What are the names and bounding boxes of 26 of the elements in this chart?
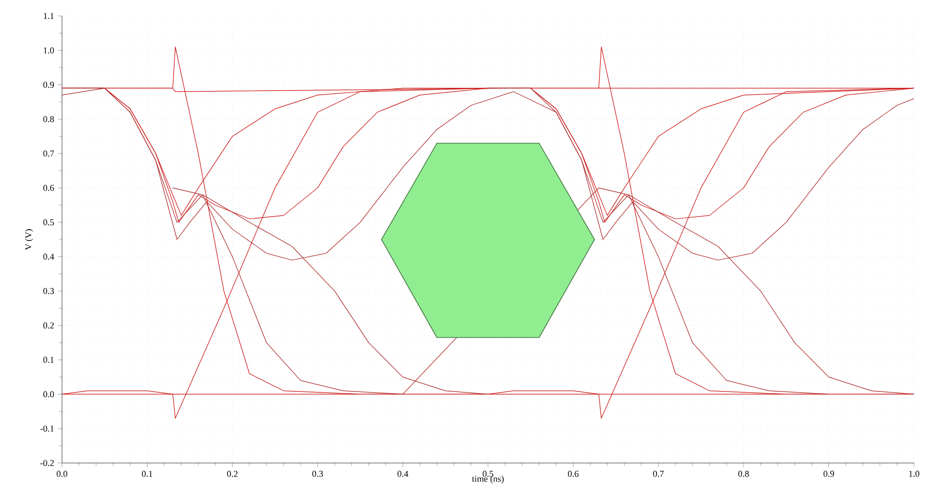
x-tick-label: 0.8 [738, 470, 749, 477]
x-tick-label: 1.0 [909, 470, 920, 477]
x-tick-label: 0.7 [653, 470, 664, 477]
x-tick-label: 0.3 [312, 470, 323, 477]
x-tick-label: 0.9 [824, 470, 834, 477]
y-tick-label: 0.0 [43, 391, 54, 398]
y-tick-label: 1.0 [44, 47, 54, 54]
y-tick-label: 0.5 [43, 219, 54, 226]
x-tick-label: 0.4 [398, 470, 408, 477]
y-tick-label: 0.7 [43, 150, 54, 157]
x-tick-label: 0.0 [56, 470, 68, 477]
y-tick-label: -0.2 [40, 460, 54, 466]
x-tick-label: 0.1 [142, 470, 152, 477]
y-tick-label: 0.6 [43, 184, 54, 191]
x-tick-label: 0.2 [227, 470, 238, 477]
y-tick-label: 1.1 [44, 12, 54, 20]
y-tick-label: -0.1 [40, 426, 54, 432]
y-tick-label: 0.2 [43, 322, 54, 329]
y-axis-title: V (V) [25, 229, 34, 250]
y-tick-label: 0.1 [43, 356, 54, 363]
y-tick-label: 0.4 [43, 254, 54, 260]
x-tick-label: 0.6 [568, 470, 579, 477]
y-tick-label: 0.9 [43, 82, 54, 88]
x-tick-label: 0.5 [482, 470, 494, 477]
y-tick-label: 0.3 [43, 288, 54, 294]
y-tick-label: 0.8 [43, 116, 54, 122]
